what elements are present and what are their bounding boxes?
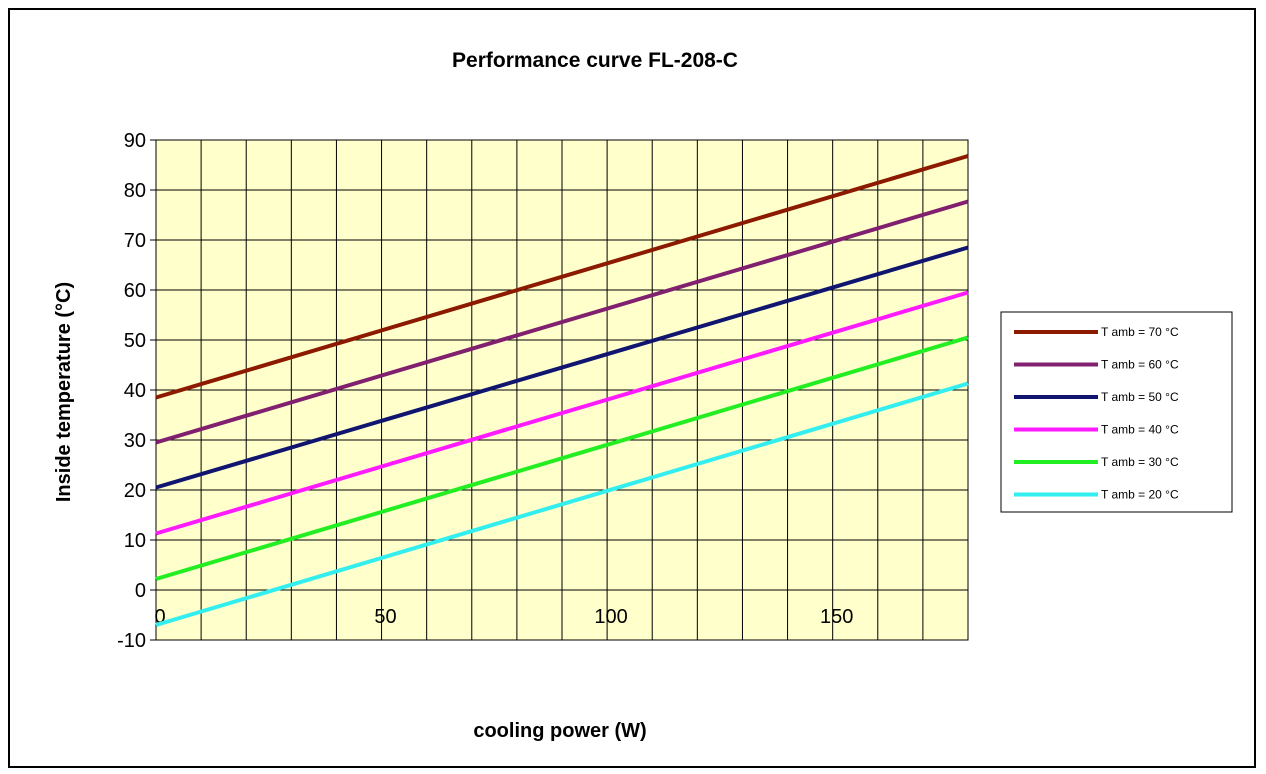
legend-entry-label: T amb = 30 °C <box>1101 455 1179 469</box>
x-tick-label: 50 <box>374 606 396 628</box>
y-tick-label: 20 <box>124 480 146 502</box>
y-tick-label: 90 <box>124 130 146 152</box>
grid-lines <box>156 140 968 640</box>
chart-title: Performance curve FL-208-C <box>452 49 738 72</box>
legend: T amb = 70 °C T amb = 60 °C T amb = 50 °C T… <box>1000 311 1233 513</box>
legend-entry-label: T amb = 20 °C <box>1101 488 1179 502</box>
x-axis-label: cooling power (W) <box>473 720 646 742</box>
legend-box <box>1000 311 1233 513</box>
series-lines <box>155 154 969 627</box>
chart-frame: Performance curve FL-208-C -10 0 10 20 30 40 5… <box>8 8 1256 768</box>
legend-entry-label: T amb = 70 °C <box>1101 325 1179 339</box>
series-line-1 <box>155 154 969 400</box>
y-tick-label: -10 <box>117 630 146 652</box>
y-tick-label: 70 <box>124 230 146 252</box>
y-tick-label: 40 <box>124 380 146 402</box>
series-line-4 <box>155 290 969 536</box>
y-axis-ticks: -10 0 10 20 30 40 50 60 70 80 90 <box>117 130 156 652</box>
legend-entry-label: T amb = 60 °C <box>1101 358 1179 372</box>
y-tick-label: 80 <box>124 180 146 202</box>
x-tick-label: 150 <box>820 606 853 628</box>
legend-entry-label: T amb = 40 °C <box>1101 423 1179 437</box>
y-tick-label: 50 <box>124 330 146 352</box>
x-tick-label: 0 <box>154 606 165 628</box>
y-axis-label: Inside temperature (°C) <box>53 282 75 502</box>
series-line-3 <box>155 245 969 490</box>
x-tick-label: 100 <box>594 606 627 628</box>
y-tick-label: 60 <box>124 280 146 302</box>
y-tick-label: 10 <box>124 530 146 552</box>
x-axis-ticks: 0 50 100 150 <box>154 606 853 628</box>
y-tick-label: 30 <box>124 430 146 452</box>
series-line-2 <box>155 199 969 445</box>
chart-canvas: Performance curve FL-208-C -10 0 10 20 30 40 5… <box>53 49 1233 742</box>
series-line-6 <box>155 381 969 627</box>
y-tick-label: 0 <box>135 580 146 602</box>
legend-entry-label: T amb = 50 °C <box>1101 390 1179 404</box>
series-line-5 <box>155 335 969 581</box>
